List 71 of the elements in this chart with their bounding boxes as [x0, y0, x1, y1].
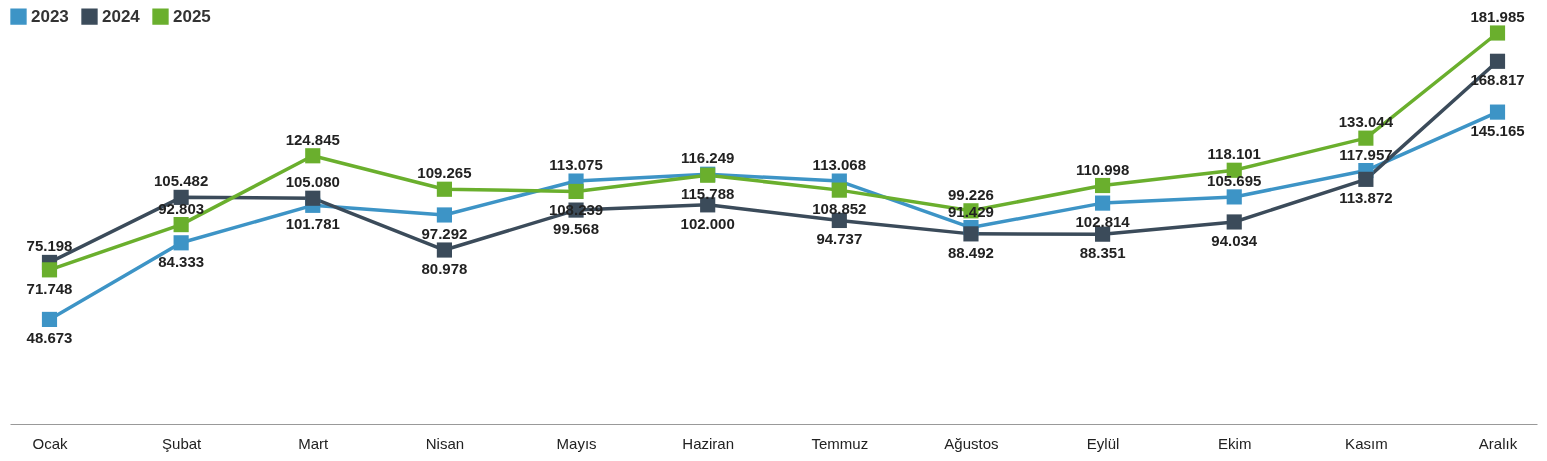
data-label: 108.852 — [812, 200, 867, 218]
x-tick-label: Eylül — [1086, 434, 1120, 452]
x-tick-label: Nisan — [425, 434, 465, 452]
point — [1226, 214, 1242, 230]
data-label: 102.814 — [1075, 213, 1131, 231]
point — [831, 182, 847, 198]
data-label: 88.492 — [948, 243, 994, 261]
data-label: 99.568 — [553, 220, 599, 238]
data-label: 105.482 — [154, 172, 209, 190]
point — [41, 262, 58, 278]
point — [568, 183, 584, 200]
data-label: 80.978 — [421, 260, 468, 278]
x-tick-label: Ekim — [1218, 434, 1252, 452]
legend-label: 2024 — [102, 6, 141, 26]
data-label: 48.673 — [26, 329, 73, 347]
point — [173, 217, 189, 233]
data-label: 115.788 — [680, 185, 735, 203]
point — [1489, 25, 1506, 41]
data-label: 102.000 — [680, 214, 735, 232]
data-label: 94.034 — [1211, 231, 1258, 249]
point — [436, 207, 452, 223]
x-tick-label: Aralık — [1478, 434, 1518, 452]
point — [1095, 195, 1111, 211]
data-label: 145.165 — [1470, 122, 1525, 140]
data-label: 99.226 — [948, 185, 994, 203]
data-label: 117.957 — [1339, 145, 1393, 163]
point — [305, 148, 321, 164]
point — [173, 235, 189, 251]
point — [1489, 53, 1506, 69]
x-tick-label: Temmuz — [811, 434, 869, 452]
point — [173, 189, 189, 205]
data-label: 124.845 — [285, 130, 340, 148]
data-label: 71.748 — [26, 279, 73, 297]
x-tick-label: Mayıs — [556, 434, 597, 452]
x-tick-label: Ocak — [32, 434, 68, 452]
point — [41, 311, 58, 328]
x-tick-label: Kasım — [1345, 434, 1388, 452]
data-label: 181.985 — [1470, 8, 1525, 25]
point — [1095, 226, 1111, 242]
data-label: 105.695 — [1207, 171, 1262, 189]
data-label: 113.075 — [549, 156, 603, 174]
point — [963, 226, 979, 242]
data-label: 101.781 — [285, 215, 340, 233]
data-label: 105.080 — [285, 173, 340, 191]
point — [1095, 177, 1111, 194]
point — [1358, 171, 1374, 187]
legend-label: 2023 — [31, 6, 69, 26]
data-label: 97.292 — [421, 224, 468, 242]
data-label: 113.068 — [812, 156, 867, 174]
data-label: 116.249 — [680, 149, 735, 167]
x-tick-label: Ağustos — [944, 434, 999, 452]
x-tick-label: Haziran — [682, 434, 735, 452]
point — [1489, 104, 1506, 120]
data-label: 88.351 — [1079, 244, 1126, 262]
data-label: 108.239 — [548, 201, 604, 219]
legend-label: 2025 — [173, 6, 211, 26]
data-label: 118.101 — [1207, 145, 1261, 163]
data-label: 109.265 — [417, 164, 472, 182]
point — [436, 181, 452, 197]
point — [1358, 130, 1374, 146]
data-label: 110.998 — [1075, 160, 1130, 178]
data-label: 92.803 — [158, 199, 205, 217]
x-tick-label: Şubat — [162, 434, 203, 452]
data-label: 94.737 — [816, 230, 863, 248]
point — [1226, 189, 1242, 205]
point — [305, 190, 321, 206]
x-tick-label: Mart — [298, 434, 330, 452]
data-label: 113.872 — [1339, 189, 1393, 207]
data-label: 75.198 — [26, 237, 73, 255]
point — [436, 242, 452, 258]
data-label: 84.333 — [158, 252, 205, 270]
